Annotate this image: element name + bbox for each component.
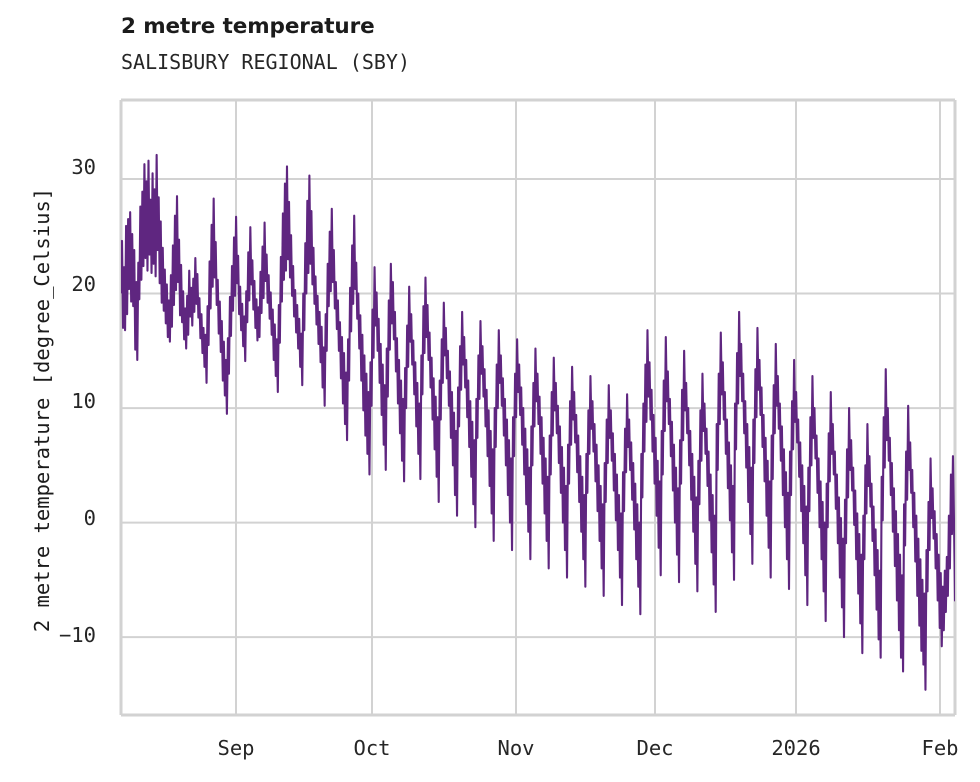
plot-frame	[119, 98, 957, 717]
page-title: 2 metre temperature	[121, 14, 375, 39]
x-tick-label-2026: 2026	[771, 736, 821, 760]
y-tick-label-30: 30	[71, 155, 96, 179]
y-tick-label-20: 20	[71, 272, 96, 296]
x-tick-label-sep: Sep	[217, 736, 255, 760]
x-tick-label-dec: Dec	[636, 736, 674, 760]
x-tick-label-feb: Feb	[921, 736, 959, 760]
y-tick-label-10: 10	[71, 389, 96, 413]
x-tick-label-nov: Nov	[497, 736, 535, 760]
temperature-series	[121, 153, 955, 691]
y-tick-label-minus-10: −10	[58, 623, 96, 647]
series-line-0	[121, 153, 955, 691]
chart-subtitle: SALISBURY REGIONAL (SBY)	[121, 50, 410, 74]
y-tick-label-0: 0	[83, 506, 96, 530]
x-tick-label-oct: Oct	[353, 736, 391, 760]
